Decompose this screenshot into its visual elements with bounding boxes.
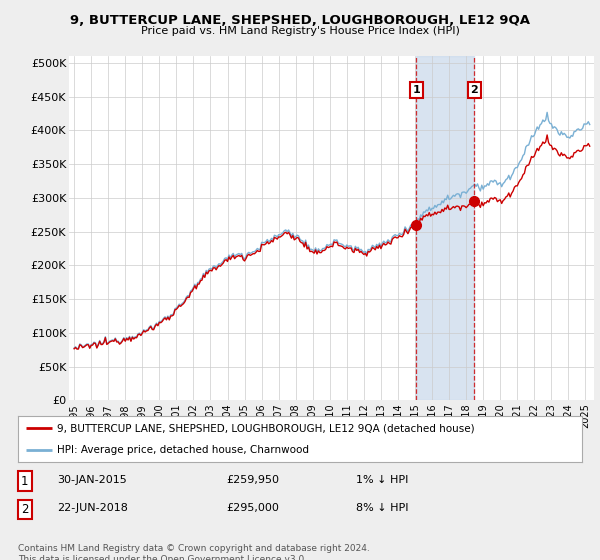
Text: 2: 2 (470, 85, 478, 95)
Text: 30-JAN-2015: 30-JAN-2015 (58, 474, 127, 484)
Text: HPI: Average price, detached house, Charnwood: HPI: Average price, detached house, Char… (58, 445, 310, 455)
Text: 1: 1 (413, 85, 420, 95)
Text: 9, BUTTERCUP LANE, SHEPSHED, LOUGHBOROUGH, LE12 9QA (detached house): 9, BUTTERCUP LANE, SHEPSHED, LOUGHBOROUG… (58, 423, 475, 433)
Text: Contains HM Land Registry data © Crown copyright and database right 2024.
This d: Contains HM Land Registry data © Crown c… (18, 544, 370, 560)
Text: 8% ↓ HPI: 8% ↓ HPI (356, 503, 409, 513)
Text: 2: 2 (21, 503, 29, 516)
Text: 1: 1 (21, 474, 29, 488)
Bar (416, 56, 474, 400)
Text: 9, BUTTERCUP LANE, SHEPSHED, LOUGHBOROUGH, LE12 9QA: 9, BUTTERCUP LANE, SHEPSHED, LOUGHBOROUG… (70, 14, 530, 27)
Text: 1% ↓ HPI: 1% ↓ HPI (356, 474, 409, 484)
Text: Price paid vs. HM Land Registry's House Price Index (HPI): Price paid vs. HM Land Registry's House … (140, 26, 460, 36)
Text: £295,000: £295,000 (227, 503, 280, 513)
Text: 22-JUN-2018: 22-JUN-2018 (58, 503, 128, 513)
Text: £259,950: £259,950 (227, 474, 280, 484)
